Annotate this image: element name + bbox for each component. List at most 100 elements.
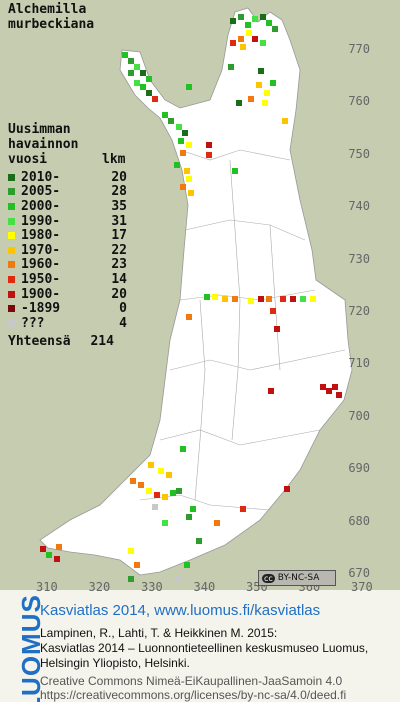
- legend-count: 20: [111, 169, 127, 185]
- record-square: [190, 506, 196, 512]
- record-square: [134, 562, 140, 568]
- record-square: [178, 138, 184, 144]
- record-square: [188, 190, 194, 196]
- legend-count: 14: [111, 271, 127, 287]
- cc-badge-text: BY-NC-SA: [277, 573, 320, 583]
- legend-row: 2005- 28: [8, 184, 127, 199]
- cc-license-badge: cc BY-NC-SA: [258, 570, 336, 586]
- record-square: [148, 462, 154, 468]
- record-square: [182, 130, 188, 136]
- record-square: [284, 486, 290, 492]
- legend-count: 0: [119, 301, 127, 317]
- x-tick-label: 340: [193, 580, 216, 594]
- legend-row: 1900- 20: [8, 287, 127, 302]
- legend-period: ???: [21, 315, 45, 331]
- province-borders: [139, 149, 346, 511]
- legend-row: 1970- 22: [8, 243, 127, 258]
- record-square: [320, 384, 326, 390]
- legend-count: 22: [111, 242, 127, 258]
- record-square: [128, 548, 134, 554]
- record-square: [162, 494, 168, 500]
- legend-row: 2000- 35: [8, 199, 127, 214]
- license-url[interactable]: https://creativecommons.org/licenses/by-…: [40, 688, 347, 702]
- record-square: [290, 296, 296, 302]
- record-square: [176, 488, 182, 494]
- record-square: [54, 556, 60, 562]
- license-line: Creative Commons Nimeä-EiKaupallinen-Jaa…: [40, 674, 343, 688]
- record-square: [280, 296, 286, 302]
- legend-row: 1950- 14: [8, 272, 127, 287]
- record-square: [326, 388, 332, 394]
- record-square: [246, 30, 252, 36]
- record-square: [256, 82, 262, 88]
- record-square: [248, 96, 254, 102]
- record-square: [168, 118, 174, 124]
- legend-swatch: [8, 232, 15, 240]
- y-tick-label: 720: [348, 304, 370, 318]
- species-epithet: murbeckiana: [8, 17, 95, 32]
- species-title: Alchemilla murbeckiana: [8, 2, 94, 32]
- record-square: [300, 296, 306, 302]
- record-square: [260, 14, 266, 20]
- footer-title[interactable]: Kasviatlas 2014, www.luomus.fi/kasviatla…: [40, 602, 321, 619]
- record-square: [176, 124, 182, 130]
- record-square: [56, 544, 62, 550]
- record-square: [146, 90, 152, 96]
- record-square: [186, 142, 192, 148]
- record-square: [162, 112, 168, 118]
- legend-swatch: [8, 275, 15, 283]
- record-squares: [40, 14, 342, 582]
- legend-row: ??? 4: [8, 316, 127, 331]
- legend-count: 4: [119, 315, 127, 331]
- y-tick-label: 770: [348, 42, 370, 56]
- record-square: [228, 64, 234, 70]
- y-tick-label: 760: [348, 94, 370, 109]
- y-tick-label: 700: [348, 408, 370, 423]
- record-square: [130, 478, 136, 484]
- record-square: [196, 538, 202, 544]
- legend-row: 2010- 20: [8, 170, 127, 185]
- legend-swatch: [8, 261, 15, 269]
- y-tick-label: 740: [348, 199, 370, 214]
- record-square: [146, 488, 152, 494]
- record-square: [266, 20, 272, 26]
- record-square: [146, 76, 152, 82]
- distribution-map: Alchemilla murbeckiana Uusimman havainno…: [0, 0, 400, 594]
- record-square: [262, 100, 268, 106]
- legend-period: 1980-: [21, 228, 61, 244]
- record-square: [310, 296, 316, 302]
- record-square: [230, 40, 236, 46]
- y-tick-label: 750: [348, 146, 370, 161]
- legend-period: -1899: [21, 301, 61, 317]
- record-square: [258, 68, 264, 74]
- total-label: Yhteensä: [8, 334, 71, 349]
- y-tick-label: 680: [348, 513, 370, 528]
- legend-count: 17: [111, 228, 127, 244]
- legend-count: 35: [111, 198, 127, 214]
- record-square: [158, 468, 164, 474]
- record-square: [270, 80, 276, 86]
- record-square: [232, 296, 238, 302]
- legend-period: 1900-: [21, 286, 61, 302]
- record-square: [134, 64, 140, 70]
- record-square: [186, 176, 192, 182]
- record-square: [212, 294, 218, 300]
- legend-title-line: Uusimman: [8, 122, 71, 137]
- record-square: [264, 90, 270, 96]
- record-square: [252, 36, 258, 42]
- record-square: [186, 314, 192, 320]
- y-tick-label: 690: [348, 461, 370, 476]
- record-square: [128, 576, 134, 582]
- record-square: [272, 26, 278, 32]
- legend-swatch: [8, 305, 15, 313]
- x-tick-label: 330: [141, 580, 163, 594]
- record-square: [180, 150, 186, 156]
- cc-icon: cc: [262, 573, 275, 583]
- record-square: [274, 326, 280, 332]
- legend-total: Yhteensä 214: [8, 334, 114, 349]
- record-square: [230, 18, 236, 24]
- record-square: [176, 576, 182, 582]
- y-tick-label: 710: [348, 356, 370, 371]
- legend-title-line: havainnon: [8, 137, 79, 152]
